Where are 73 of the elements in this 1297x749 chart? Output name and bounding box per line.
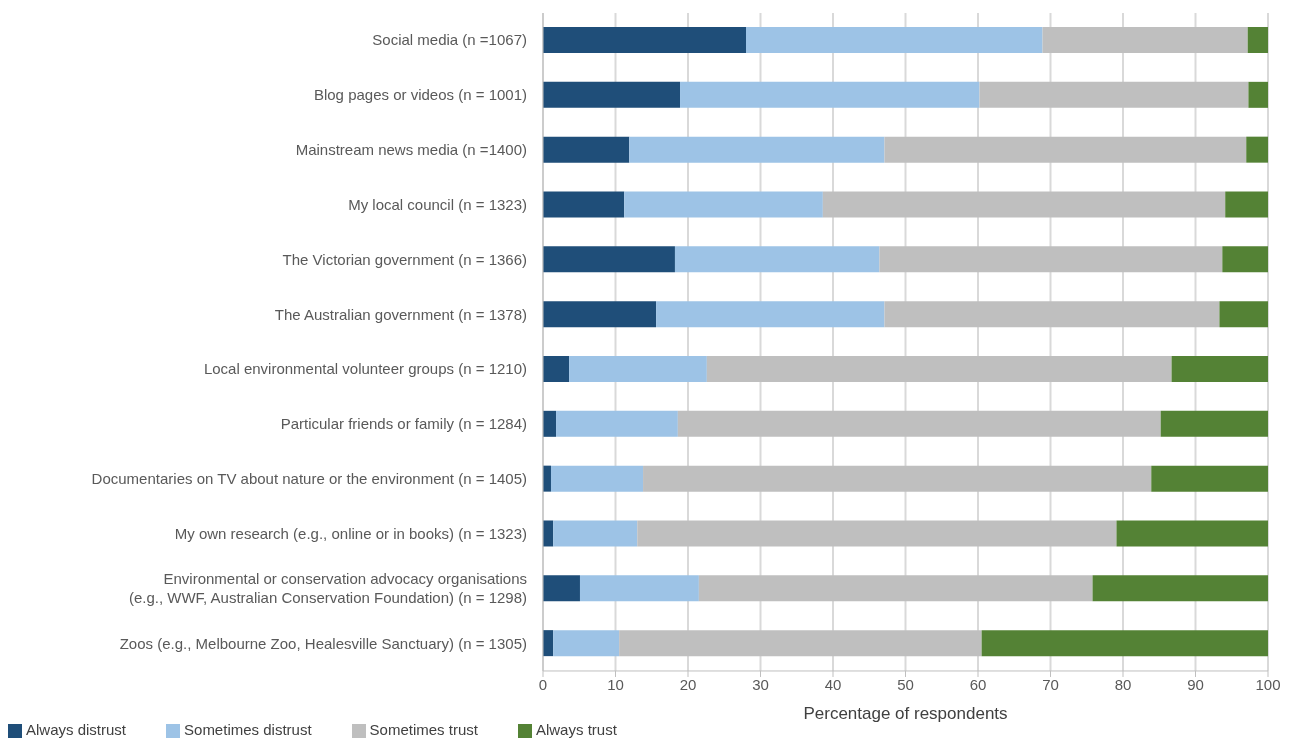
y-tick-label: Documentaries on TV about nature or the environment (n = 1405) bbox=[91, 470, 527, 488]
bar bbox=[543, 410, 557, 437]
x-tick-label: 80 bbox=[1114, 675, 1132, 693]
x-tick-label: 20 bbox=[679, 675, 697, 693]
bar bbox=[629, 136, 885, 163]
bar bbox=[1225, 191, 1268, 218]
bar bbox=[1247, 27, 1268, 53]
bar bbox=[1092, 575, 1268, 602]
x-tick-label: 100 bbox=[1255, 675, 1281, 693]
bar bbox=[543, 27, 746, 53]
bar bbox=[624, 191, 823, 218]
bar bbox=[1222, 246, 1268, 273]
x-tick-label: 0 bbox=[538, 675, 548, 693]
x-tick-label: 70 bbox=[1042, 675, 1059, 693]
bar bbox=[674, 246, 880, 273]
bar bbox=[643, 465, 1152, 492]
bar bbox=[543, 301, 657, 328]
bar bbox=[698, 575, 1093, 602]
bar bbox=[543, 246, 675, 273]
bar bbox=[1042, 27, 1248, 53]
legend-label: Sometimes trust bbox=[369, 720, 478, 738]
bar bbox=[543, 81, 681, 108]
bar bbox=[656, 301, 885, 328]
bar bbox=[550, 465, 644, 492]
bar bbox=[543, 575, 580, 602]
y-tick-label: Environmental or conservation advocacy organisations (e.g., WWF, Australian Conservation Foundation) (n = 1298) bbox=[128, 570, 527, 607]
bar bbox=[556, 410, 678, 437]
legend-label: Always distrust bbox=[26, 720, 127, 738]
y-tick-label: Mainstream news media (n =1400) bbox=[295, 141, 527, 159]
y-tick-label: The Victorian government (n = 1366) bbox=[282, 250, 527, 268]
bar bbox=[1171, 355, 1268, 382]
bar bbox=[553, 630, 620, 657]
y-tick-label: Zoos (e.g., Melbourne Zoo, Healesville Sanctuary) (n = 1305) bbox=[119, 634, 527, 652]
bar bbox=[1219, 301, 1268, 328]
bar bbox=[1151, 465, 1268, 492]
x-tick-label: 10 bbox=[607, 675, 624, 693]
y-tick-label: My own research (e.g., online or in books) (n = 1323) bbox=[174, 524, 527, 542]
bar bbox=[822, 191, 1226, 218]
y-tick-label: Social media (n =1067) bbox=[372, 31, 527, 49]
x-tick-label: 50 bbox=[897, 675, 914, 693]
bar bbox=[1116, 520, 1268, 547]
bar bbox=[879, 246, 1223, 273]
bar bbox=[569, 355, 707, 382]
y-tick-label: Blog pages or videos (n = 1001) bbox=[313, 86, 527, 104]
y-tick-label: The Australian government (n = 1378) bbox=[274, 305, 527, 323]
bar bbox=[981, 630, 1268, 657]
y-tick-label: Local environmental volunteer groups (n = 1210) bbox=[203, 360, 527, 378]
x-axis-title: Percentage of respondents bbox=[803, 703, 1008, 723]
bar bbox=[1246, 136, 1268, 163]
x-tick-label: 40 bbox=[824, 675, 842, 693]
y-tick-label: Particular friends or family (n = 1284) bbox=[280, 415, 527, 433]
bar bbox=[706, 355, 1172, 382]
bar bbox=[543, 136, 630, 163]
bar bbox=[553, 520, 638, 547]
bar bbox=[680, 81, 980, 108]
x-tick-label: 90 bbox=[1187, 675, 1204, 693]
bar bbox=[884, 301, 1220, 328]
legend-label: Sometimes distrust bbox=[184, 720, 312, 738]
bar bbox=[1160, 410, 1268, 437]
bar bbox=[979, 81, 1249, 108]
y-tick-label: My local council (n = 1323) bbox=[348, 195, 527, 213]
bar bbox=[619, 630, 982, 657]
legend-label: Always trust bbox=[535, 720, 617, 738]
bar bbox=[579, 575, 699, 602]
bar bbox=[884, 136, 1247, 163]
bar bbox=[1248, 81, 1268, 108]
bar bbox=[637, 520, 1117, 547]
x-tick-label: 60 bbox=[969, 675, 987, 693]
bar bbox=[677, 410, 1161, 437]
x-tick-label: 30 bbox=[752, 675, 769, 693]
bar bbox=[543, 355, 570, 382]
bar bbox=[746, 27, 1043, 53]
bar bbox=[543, 191, 625, 218]
